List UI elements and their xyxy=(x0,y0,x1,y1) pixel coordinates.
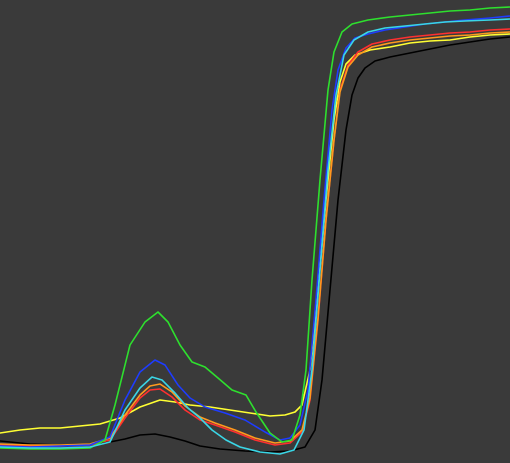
series-line-5 xyxy=(0,15,510,448)
series-line-1 xyxy=(0,36,510,453)
series-line-3 xyxy=(0,28,510,447)
series-line-2 xyxy=(0,33,510,434)
series-line-7 xyxy=(0,18,510,455)
series-line-6 xyxy=(0,6,510,450)
series-layer xyxy=(0,6,510,455)
